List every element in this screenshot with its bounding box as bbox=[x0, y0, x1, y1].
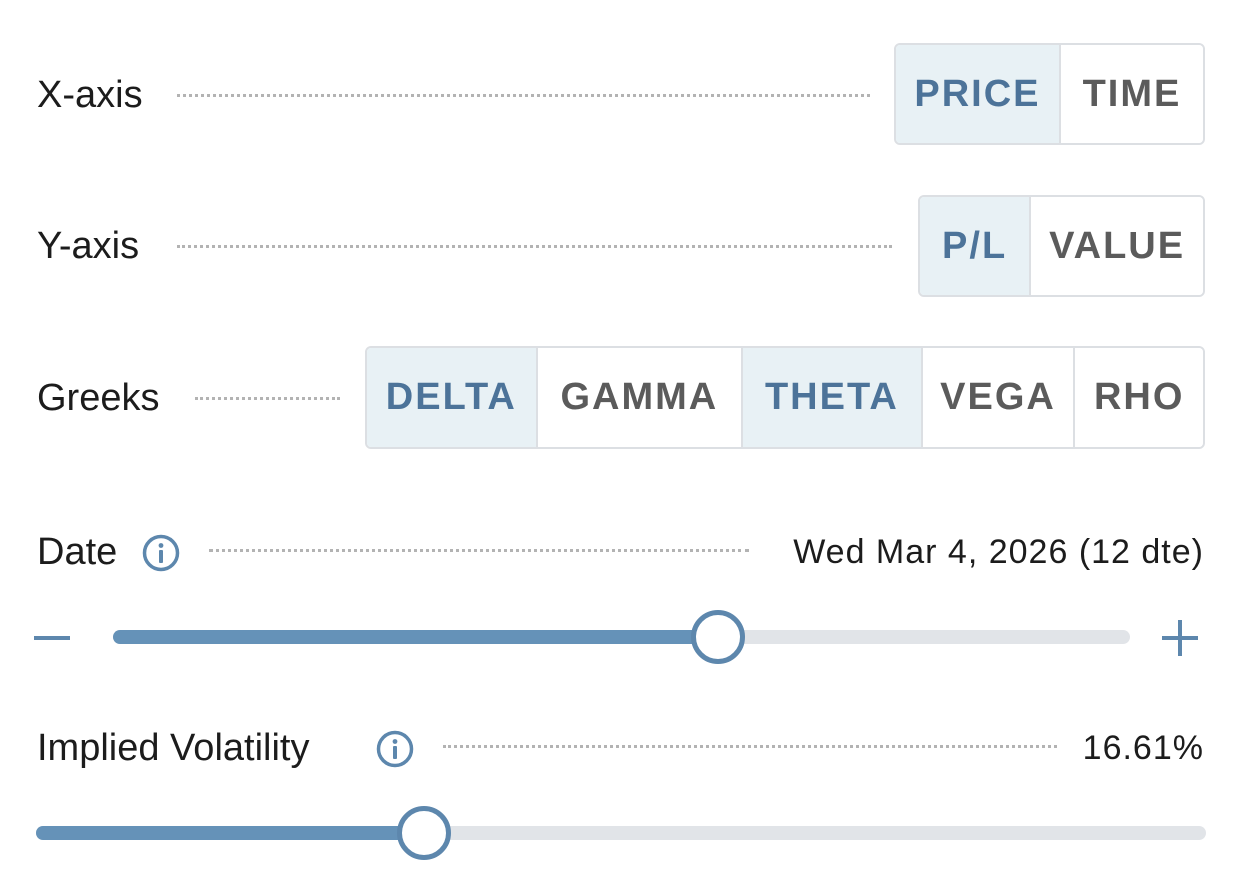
date-label: Date bbox=[37, 531, 118, 573]
iv-slider-thumb[interactable] bbox=[397, 806, 452, 860]
iv-slider-fill bbox=[36, 826, 425, 840]
yaxis-leader-dots bbox=[177, 245, 892, 248]
iv-leader-dots bbox=[443, 745, 1057, 748]
yaxis-pl-button[interactable]: P/L bbox=[920, 197, 1030, 295]
xaxis-time-button[interactable]: TIME bbox=[1058, 45, 1203, 143]
xaxis-toggle-group: PRICE TIME bbox=[894, 43, 1205, 145]
minus-icon[interactable] bbox=[34, 620, 70, 656]
xaxis-label: X-axis bbox=[37, 74, 143, 116]
yaxis-value-button[interactable]: VALUE bbox=[1029, 197, 1203, 295]
greeks-leader-dots bbox=[195, 397, 340, 400]
yaxis-label: Y-axis bbox=[37, 225, 140, 267]
yaxis-toggle-group: P/L VALUE bbox=[918, 195, 1205, 297]
date-value: Wed Mar 4, 2026 (12 dte) bbox=[793, 533, 1204, 571]
greek-vega-button[interactable]: VEGA bbox=[920, 348, 1074, 447]
date-leader-dots bbox=[209, 549, 749, 552]
greek-delta-button[interactable]: DELTA bbox=[367, 348, 536, 447]
info-icon[interactable] bbox=[375, 729, 415, 769]
info-icon[interactable] bbox=[141, 533, 181, 573]
greeks-toggle-group: DELTA GAMMA THETA VEGA RHO bbox=[365, 346, 1205, 449]
greeks-label: Greeks bbox=[37, 377, 160, 419]
date-slider-thumb[interactable] bbox=[691, 610, 746, 664]
iv-slider[interactable] bbox=[36, 806, 1206, 860]
iv-value: 16.61% bbox=[1082, 729, 1204, 767]
xaxis-price-button[interactable]: PRICE bbox=[896, 45, 1059, 143]
greek-rho-button[interactable]: RHO bbox=[1073, 348, 1203, 447]
xaxis-leader-dots bbox=[177, 94, 870, 97]
greek-theta-button[interactable]: THETA bbox=[741, 348, 921, 447]
date-slider[interactable] bbox=[113, 610, 1130, 664]
date-slider-fill bbox=[113, 630, 719, 644]
greek-gamma-button[interactable]: GAMMA bbox=[535, 348, 742, 447]
iv-label: Implied Volatility bbox=[37, 727, 310, 769]
plus-icon[interactable] bbox=[1162, 620, 1198, 656]
